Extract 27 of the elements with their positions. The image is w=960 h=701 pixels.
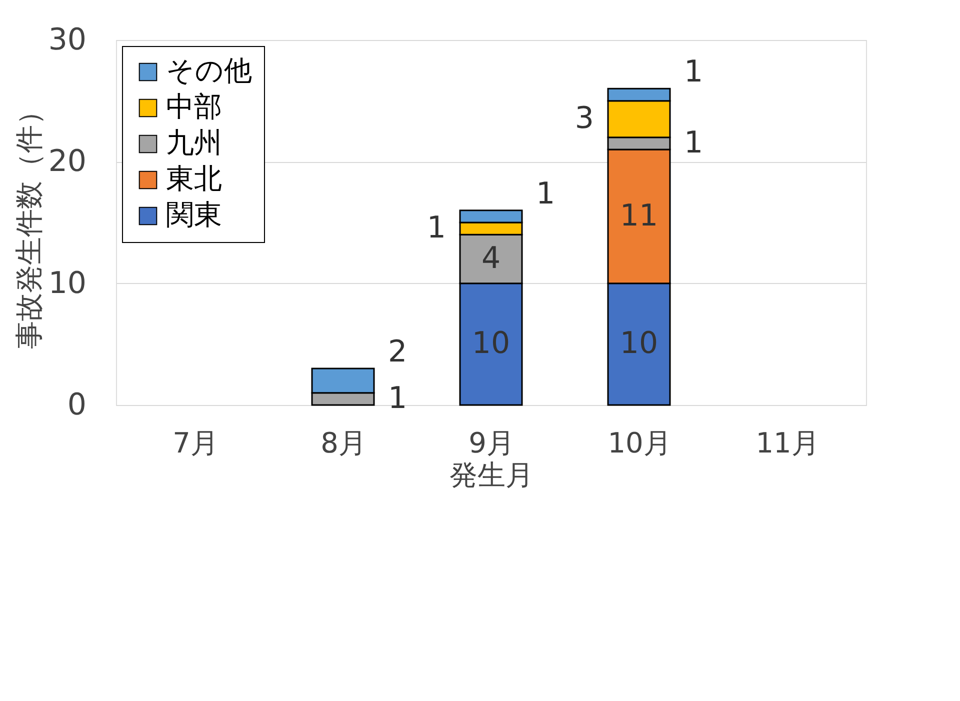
data-label: 1 xyxy=(684,125,704,160)
x-axis-title: 発生月 xyxy=(450,458,534,492)
x-tick-label: 9月 xyxy=(468,426,514,460)
data-label: 4 xyxy=(481,241,501,276)
data-label: 1 xyxy=(426,210,446,246)
data-label: 10 xyxy=(620,326,658,362)
data-label: 10 xyxy=(472,326,510,362)
x-tick-label: 10月 xyxy=(608,426,672,460)
data-label: 1 xyxy=(536,176,556,212)
data-label: 2 xyxy=(388,334,408,370)
legend-label: 関東 xyxy=(166,198,222,231)
data-label: 11 xyxy=(620,198,658,234)
y-tick-label: 10 xyxy=(48,266,86,301)
data-label: 1 xyxy=(684,54,704,90)
x-tick-label: 7月 xyxy=(172,426,218,460)
x-tick-label: 8月 xyxy=(320,426,366,460)
y-tick-label: 30 xyxy=(48,22,86,58)
y-tick-label: 0 xyxy=(67,388,86,422)
data-label: 3 xyxy=(574,101,594,136)
legend-label: 中部 xyxy=(166,90,222,123)
y-tick-label: 20 xyxy=(48,144,86,180)
data-label: 1 xyxy=(388,380,408,416)
legend-label: その他 xyxy=(166,54,252,87)
x-tick-label: 11月 xyxy=(756,426,820,460)
legend-label: 東北 xyxy=(166,162,222,195)
legend-label: 九州 xyxy=(166,126,222,159)
y-axis-title: 事故発生件数（件） xyxy=(12,97,46,349)
